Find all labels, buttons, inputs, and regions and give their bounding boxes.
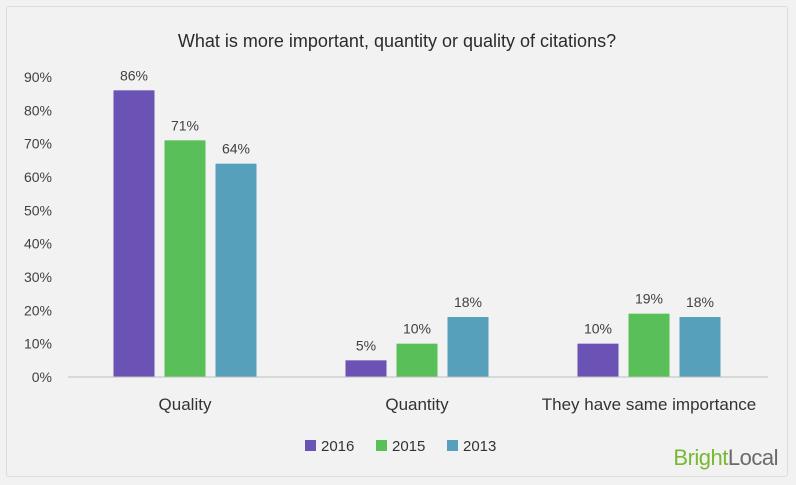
bar-2013-1: [447, 317, 489, 377]
bar-2015-2: [628, 313, 670, 377]
bars: [113, 90, 721, 377]
logo-text-bright: Bright: [673, 445, 728, 470]
bar-2016-2: [577, 343, 619, 377]
y-tick-label: 60%: [24, 169, 52, 185]
y-tick-label: 50%: [24, 202, 52, 218]
y-tick-label: 90%: [24, 69, 52, 85]
x-category-label: They have same importance: [542, 395, 757, 414]
data-label: 18%: [686, 294, 714, 310]
data-label: 86%: [120, 67, 148, 83]
bar-2015-1: [396, 343, 438, 377]
legend-swatch-2015: [376, 440, 387, 451]
y-tick-label: 80%: [24, 102, 52, 118]
y-axis: 0% 10% 20% 30% 40% 50% 60% 70% 80% 90%: [24, 69, 52, 385]
y-tick-label: 0%: [32, 369, 52, 385]
y-tick-label: 70%: [24, 136, 52, 152]
legend-label-2015: 2015: [392, 438, 425, 455]
legend-label-2013: 2013: [463, 438, 496, 455]
data-labels: 86% 71% 64% 5% 10% 18% 10% 19% 18%: [120, 67, 714, 353]
bar-2015-0: [164, 140, 206, 377]
x-category-label: Quantity: [385, 395, 449, 414]
data-label: 10%: [584, 321, 612, 337]
data-label: 10%: [403, 321, 431, 337]
y-tick-label: 30%: [24, 269, 52, 285]
bar-2016-1: [345, 360, 387, 377]
x-category-label: Quality: [159, 395, 212, 414]
y-tick-label: 20%: [24, 302, 52, 318]
bar-2013-2: [679, 317, 721, 377]
y-tick-label: 10%: [24, 336, 52, 352]
data-label: 71%: [171, 117, 199, 133]
data-label: 64%: [222, 141, 250, 157]
bar-2013-0: [215, 163, 257, 377]
brightlocal-logo: BrightLocal: [673, 445, 778, 471]
legend-swatch-2013: [447, 440, 458, 451]
chart-title: What is more important, quantity or qual…: [178, 31, 616, 51]
legend-swatch-2016: [305, 440, 316, 451]
x-axis: Quality Quantity They have same importance: [159, 395, 757, 414]
legend-label-2016: 2016: [321, 438, 354, 455]
data-label: 18%: [454, 294, 482, 310]
logo-text-local: Local: [727, 445, 779, 470]
legend: 2016 2015 2013: [305, 438, 496, 455]
data-label: 19%: [635, 291, 663, 307]
y-tick-label: 40%: [24, 236, 52, 252]
data-label: 5%: [356, 337, 376, 353]
bar-2016-0: [113, 90, 155, 377]
